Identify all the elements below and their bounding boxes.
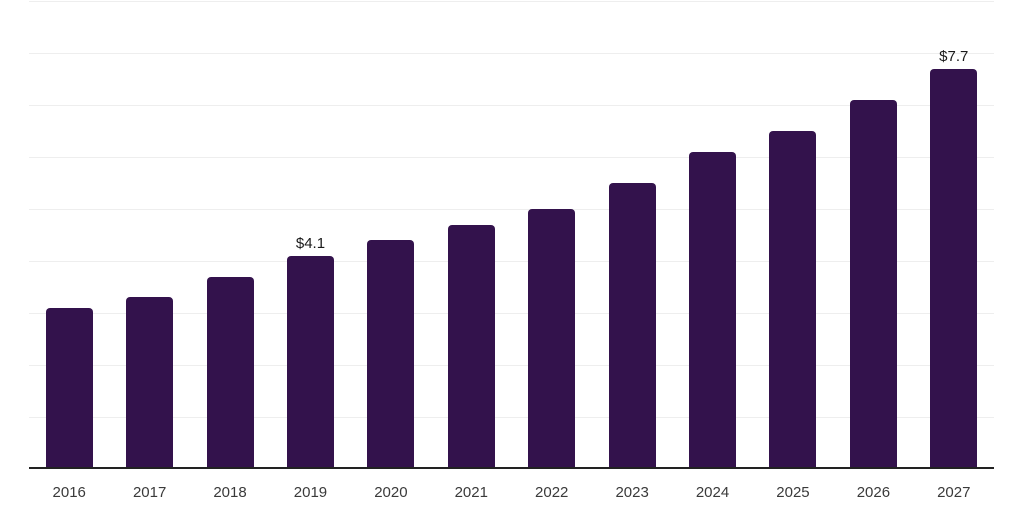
x-tick-2019: 2019 [293,484,328,501]
gridline [29,53,994,54]
x-tick-2017: 2017 [132,484,167,501]
x-tick-2024: 2024 [695,484,730,501]
data-label-2019: $4.1 [295,234,326,252]
bar-2022 [528,209,576,469]
gridline [29,209,994,210]
x-tick-2022: 2022 [535,484,569,501]
bar-2023 [608,183,656,469]
x-tick-2027: 2027 [937,484,971,501]
gridline [29,105,994,106]
x-tick-2018: 2018 [213,484,247,501]
x-tick-2021: 2021 [454,484,488,501]
bar-2018 [206,277,254,469]
plot-area: $4.1 $7.7 [29,0,994,469]
x-axis-line [29,467,994,469]
bar-2019 [286,256,334,469]
bar-2026 [849,100,897,469]
bar-2025 [769,131,817,469]
x-tick-2026: 2026 [856,484,891,501]
gridline [29,313,994,314]
x-tick-2025: 2025 [776,484,810,501]
bar-2027 [930,69,978,469]
bar-2020 [367,240,415,469]
x-tick-2023: 2023 [615,484,649,501]
bar-2016 [45,308,93,469]
gridline [29,261,994,262]
gridline [29,157,994,158]
bar-2021 [447,225,495,469]
bar-2024 [689,152,737,469]
data-label-2027: $7.7 [939,47,969,65]
gridline [29,1,994,2]
x-tick-2020: 2020 [374,484,408,501]
bar-2017 [126,297,174,469]
gridline [29,417,994,418]
gridline [29,365,994,366]
x-tick-2016: 2016 [52,484,86,501]
